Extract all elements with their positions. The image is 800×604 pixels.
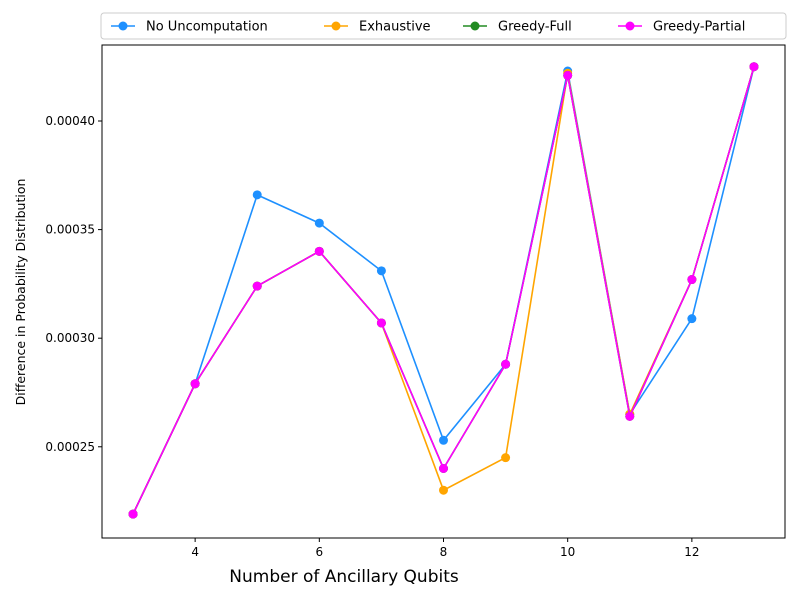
x-tick-label: 4	[191, 545, 199, 559]
data-point-exhaustive	[501, 453, 511, 463]
x-tick-label: 6	[315, 545, 323, 559]
legend-marker-greedy-partial	[625, 21, 635, 31]
data-point-greedy-partial	[687, 275, 697, 285]
data-point-no-uncomputation	[314, 218, 324, 228]
plot-layer	[128, 62, 759, 519]
y-tick-label: 0.00035	[45, 223, 95, 237]
data-point-greedy-partial	[625, 411, 635, 421]
data-point-greedy-partial	[439, 464, 448, 474]
legend-label-greedy-full: Greedy-Full	[498, 20, 572, 35]
y-tick-label: 0.00030	[45, 331, 95, 345]
data-point-no-uncomputation	[439, 435, 448, 445]
data-point-greedy-partial	[314, 246, 324, 256]
legend-label-no-uncomputation: No Uncomputation	[146, 20, 268, 35]
x-axis-label: Number of Ancillary Qubits	[229, 567, 459, 587]
data-point-no-uncomputation	[687, 314, 697, 324]
data-point-no-uncomputation	[252, 190, 262, 200]
data-point-greedy-partial	[190, 379, 200, 389]
legend-marker-exhaustive	[331, 21, 341, 31]
x-tick-label: 10	[560, 545, 575, 559]
legend-label-exhaustive: Exhaustive	[359, 20, 431, 35]
y-tick-label: 0.00025	[45, 440, 95, 454]
x-tick-label: 8	[440, 545, 448, 559]
x-tick-label: 12	[684, 545, 699, 559]
data-point-greedy-partial	[252, 281, 262, 291]
legend-marker-no-uncomputation	[118, 21, 128, 31]
data-point-no-uncomputation	[376, 266, 386, 276]
data-point-greedy-partial	[563, 70, 573, 80]
data-point-greedy-partial	[501, 359, 511, 369]
data-point-exhaustive	[439, 485, 448, 495]
data-point-greedy-partial	[376, 318, 386, 328]
legend-label-greedy-partial: Greedy-Partial	[653, 20, 745, 35]
y-tick-label: 0.00040	[45, 114, 95, 128]
data-point-greedy-partial	[128, 509, 138, 519]
axes-layer: 4 6 8 10 12 0.00025 0.00030 0.00035 0.00040	[45, 44, 786, 559]
legend-marker-greedy-full	[470, 21, 480, 31]
legend-box	[100, 12, 787, 40]
data-point-greedy-partial	[749, 62, 759, 72]
legend: No Uncomputation Exhaustive Greedy-Full Gre…	[100, 12, 787, 40]
y-axis-label: Difference in Probability Distribution	[13, 179, 28, 406]
series-line-no-uncomputation	[132, 66, 755, 515]
